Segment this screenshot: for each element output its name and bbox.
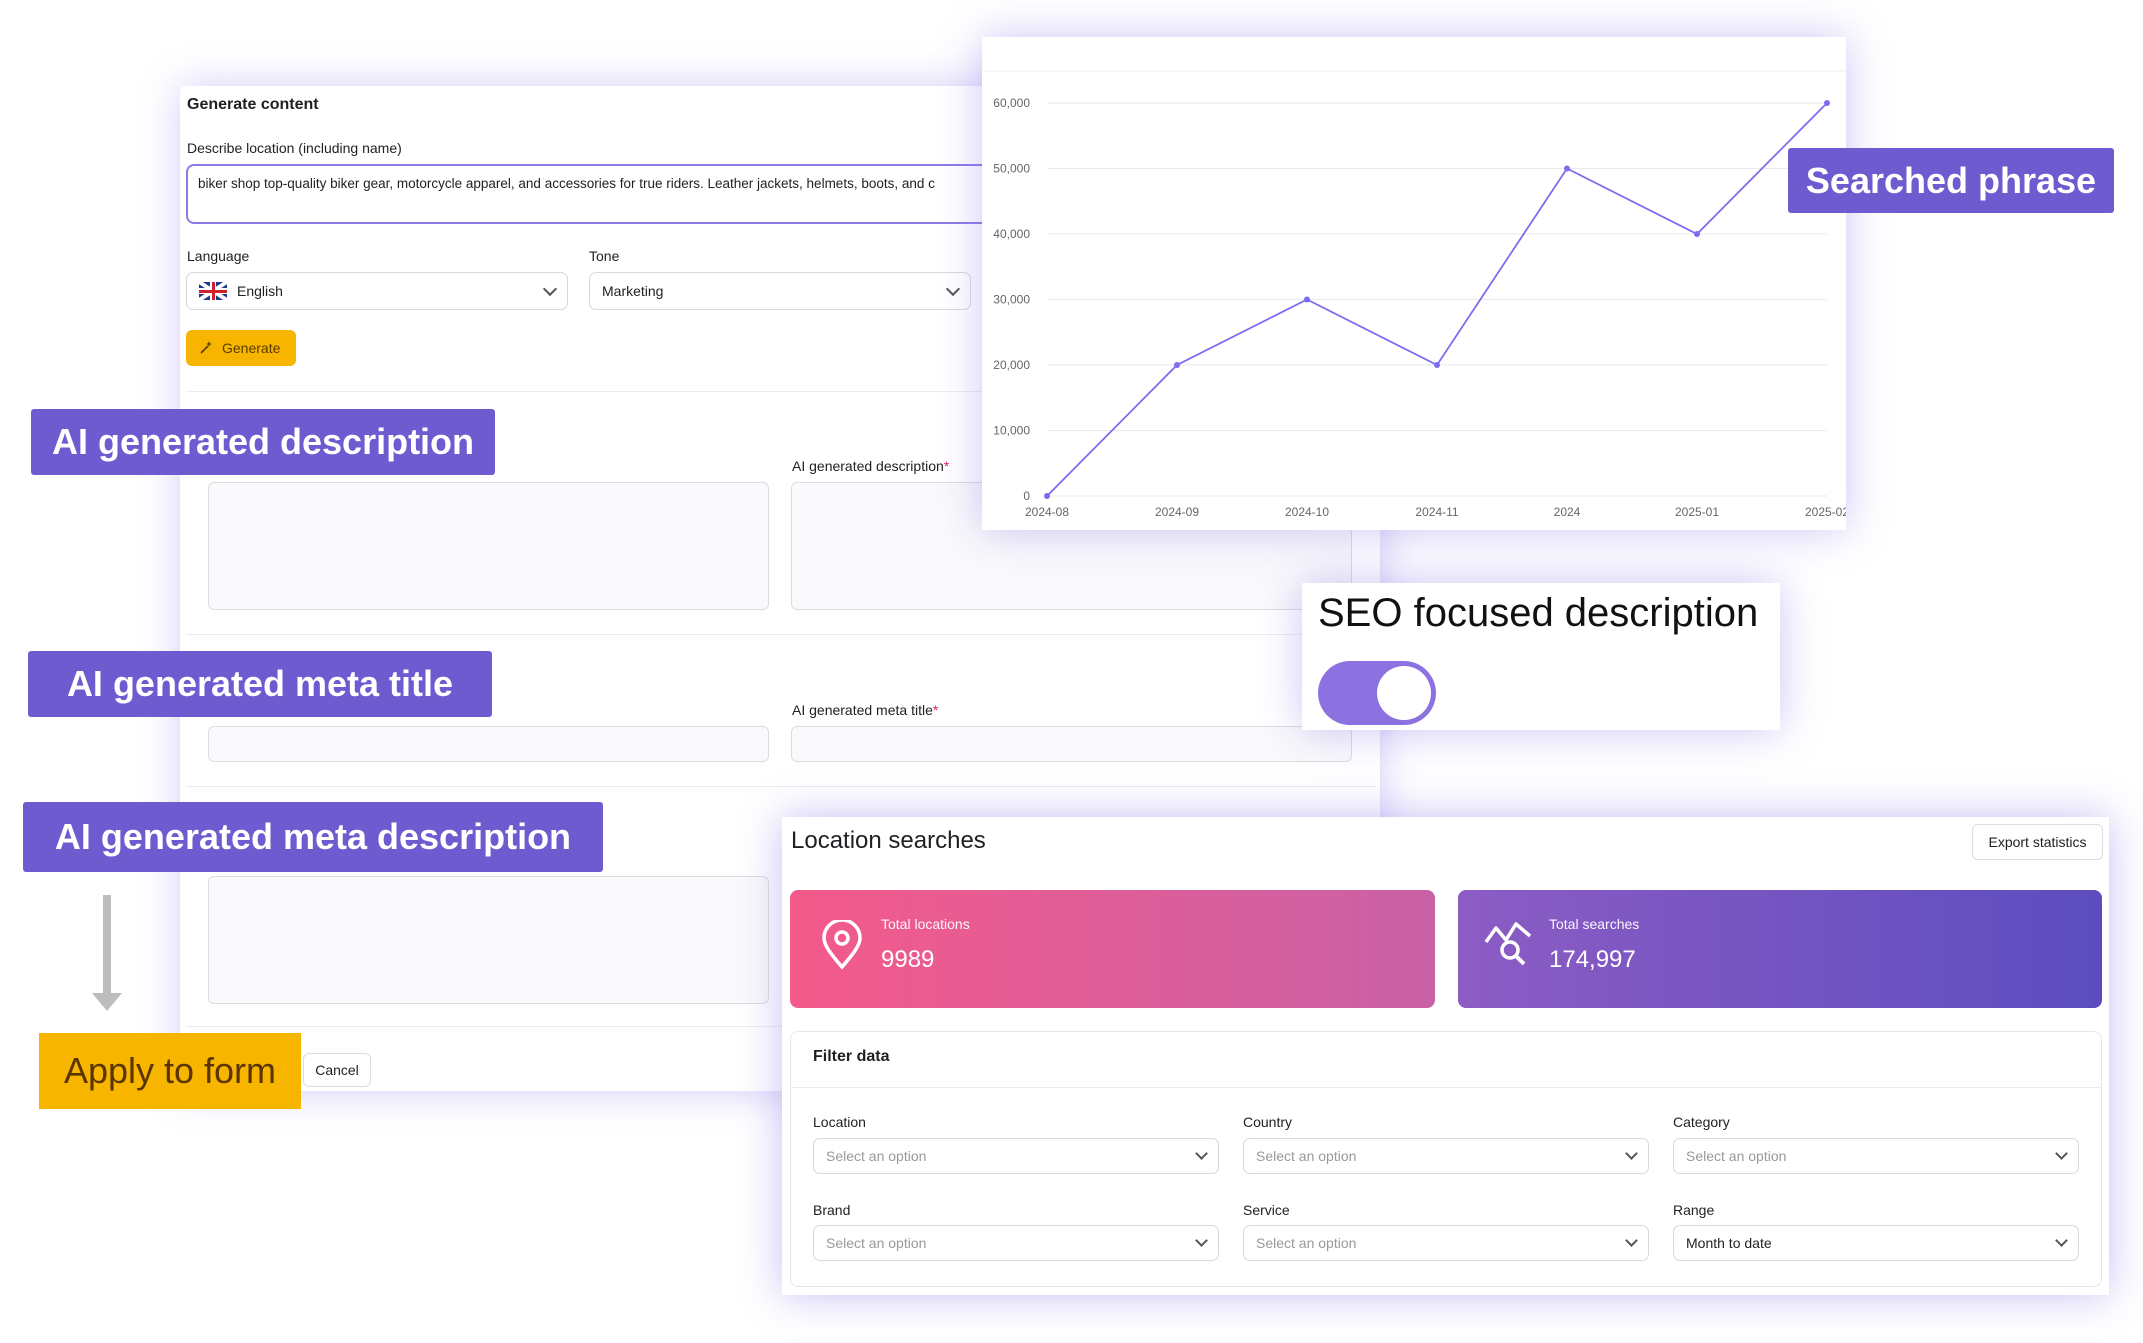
chevron-down-icon	[542, 281, 558, 296]
y-tick-label: 30,000	[993, 293, 1030, 307]
total-locations-label: Total locations	[881, 916, 970, 932]
x-tick-label: 2024-08	[1025, 505, 1069, 519]
callout-ai-meta-title: AI generated meta title	[28, 651, 492, 717]
y-tick-label: 50,000	[993, 162, 1030, 176]
arrow-down-icon	[92, 895, 122, 1011]
tone-value: Marketing	[602, 283, 664, 299]
data-point	[1174, 362, 1180, 368]
chevron-down-icon	[1625, 1234, 1638, 1247]
language-value: English	[237, 283, 283, 299]
seo-toggle-label: SEO focused description	[1318, 591, 1759, 635]
data-point	[1434, 362, 1440, 368]
line-chart: 0 10,000 20,000 30,000 40,000 50,000 60,000 202…	[982, 70, 1849, 519]
location-searches-title: Location searches	[791, 827, 986, 854]
data-point	[1694, 231, 1700, 237]
filter-label-category: Category	[1673, 1114, 1730, 1130]
y-tick-label: 60,000	[993, 96, 1030, 110]
seo-toggle-switch[interactable]	[1318, 661, 1436, 725]
y-tick-label: 20,000	[993, 358, 1030, 372]
generate-button-label: Generate	[222, 340, 281, 356]
brand-filter-value: Select an option	[826, 1235, 927, 1251]
apply-to-form-button[interactable]: Apply to form	[39, 1033, 301, 1109]
chevron-down-icon	[1195, 1234, 1208, 1247]
filter-label-location: Location	[813, 1114, 866, 1130]
x-tick-label: 2024-10	[1285, 505, 1329, 519]
data-point	[1564, 165, 1570, 172]
data-point	[1824, 100, 1830, 106]
total-searches-label: Total searches	[1549, 916, 1640, 932]
country-filter-value: Select an option	[1256, 1148, 1357, 1164]
filter-label-service: Service	[1243, 1202, 1290, 1218]
divider	[186, 634, 1376, 635]
service-filter-value: Select an option	[1256, 1235, 1357, 1251]
filter-data-section: Filter data Location Select an option Co…	[790, 1031, 2102, 1287]
range-filter-value: Month to date	[1686, 1235, 1772, 1251]
magic-wand-icon	[200, 341, 212, 354]
generate-button[interactable]: Generate	[186, 330, 296, 366]
searched-phrase-chart: 0 10,000 20,000 30,000 40,000 50,000 60,000 202…	[982, 37, 1849, 530]
language-label: Language	[187, 248, 250, 264]
callout-ai-description: AI generated description	[31, 409, 495, 475]
export-statistics-button[interactable]: Export statistics	[1972, 824, 2103, 860]
x-tick-label: 2024-09	[1155, 505, 1199, 519]
callout-ai-meta-description: AI generated meta description	[23, 802, 603, 872]
original-description-textarea[interactable]	[208, 482, 769, 610]
filter-data-title: Filter data	[813, 1048, 890, 1065]
divider	[186, 391, 1376, 392]
chevron-down-icon	[2055, 1147, 2068, 1160]
generate-card-title: Generate content	[187, 96, 319, 113]
chevron-down-icon	[2055, 1234, 2068, 1247]
ai-meta-title-label: AI generated meta title*	[792, 702, 939, 718]
x-tick-label: 2024	[1554, 505, 1581, 519]
range-filter-select[interactable]: Month to date	[1673, 1225, 2079, 1261]
y-tick-label: 40,000	[993, 227, 1030, 241]
ai-description-label: AI generated description*	[792, 458, 950, 474]
y-tick-label: 10,000	[993, 424, 1030, 438]
data-point	[1304, 296, 1310, 303]
callout-searched-phrase: Searched phrase	[1788, 148, 2114, 213]
total-searches-value: 174,997	[1549, 946, 1636, 973]
tone-label: Tone	[589, 248, 620, 264]
total-locations-value: 9989	[881, 946, 935, 973]
cancel-button[interactable]: Cancel	[303, 1053, 371, 1087]
location-filter-value: Select an option	[826, 1148, 927, 1164]
divider	[186, 1026, 1376, 1027]
total-searches-card: Total searches 174,997	[1458, 890, 2102, 1008]
map-pin-icon	[822, 920, 862, 970]
filter-label-range: Range	[1673, 1202, 1715, 1218]
x-tick-label: 2025-02	[1805, 505, 1846, 519]
describe-location-label: Describe location (including name)	[187, 140, 402, 156]
original-meta-title-input[interactable]	[208, 726, 769, 762]
divider	[791, 1087, 2101, 1088]
tone-select[interactable]: Marketing	[589, 272, 971, 310]
toggle-knob	[1377, 666, 1431, 720]
category-filter-value: Select an option	[1686, 1148, 1787, 1164]
y-tick-label: 0	[1023, 489, 1030, 503]
filter-label-brand: Brand	[813, 1202, 851, 1218]
x-tick-label: 2024-11	[1415, 505, 1458, 519]
divider	[186, 786, 1376, 787]
data-point	[1044, 493, 1050, 499]
x-tick-label: 2025-01	[1675, 505, 1719, 519]
search-trend-icon	[1484, 922, 1532, 966]
original-meta-description-textarea[interactable]	[208, 876, 769, 1004]
chevron-down-icon	[1625, 1147, 1638, 1160]
chevron-down-icon	[945, 281, 961, 296]
chevron-down-icon	[1195, 1147, 1208, 1160]
category-filter-select[interactable]: Select an option	[1673, 1138, 2079, 1174]
country-filter-select[interactable]: Select an option	[1243, 1138, 1649, 1174]
language-select[interactable]: English	[186, 272, 568, 310]
location-filter-select[interactable]: Select an option	[813, 1138, 1219, 1174]
location-searches-panel: Location searches Export statistics Tota…	[782, 817, 2109, 1295]
uk-flag-icon	[199, 282, 227, 300]
total-locations-card: Total locations 9989	[790, 890, 1435, 1008]
filter-label-country: Country	[1243, 1114, 1293, 1130]
seo-focused-description-card: SEO focused description	[1302, 583, 1780, 730]
brand-filter-select[interactable]: Select an option	[813, 1225, 1219, 1261]
ai-meta-title-input[interactable]	[791, 726, 1352, 762]
service-filter-select[interactable]: Select an option	[1243, 1225, 1649, 1261]
